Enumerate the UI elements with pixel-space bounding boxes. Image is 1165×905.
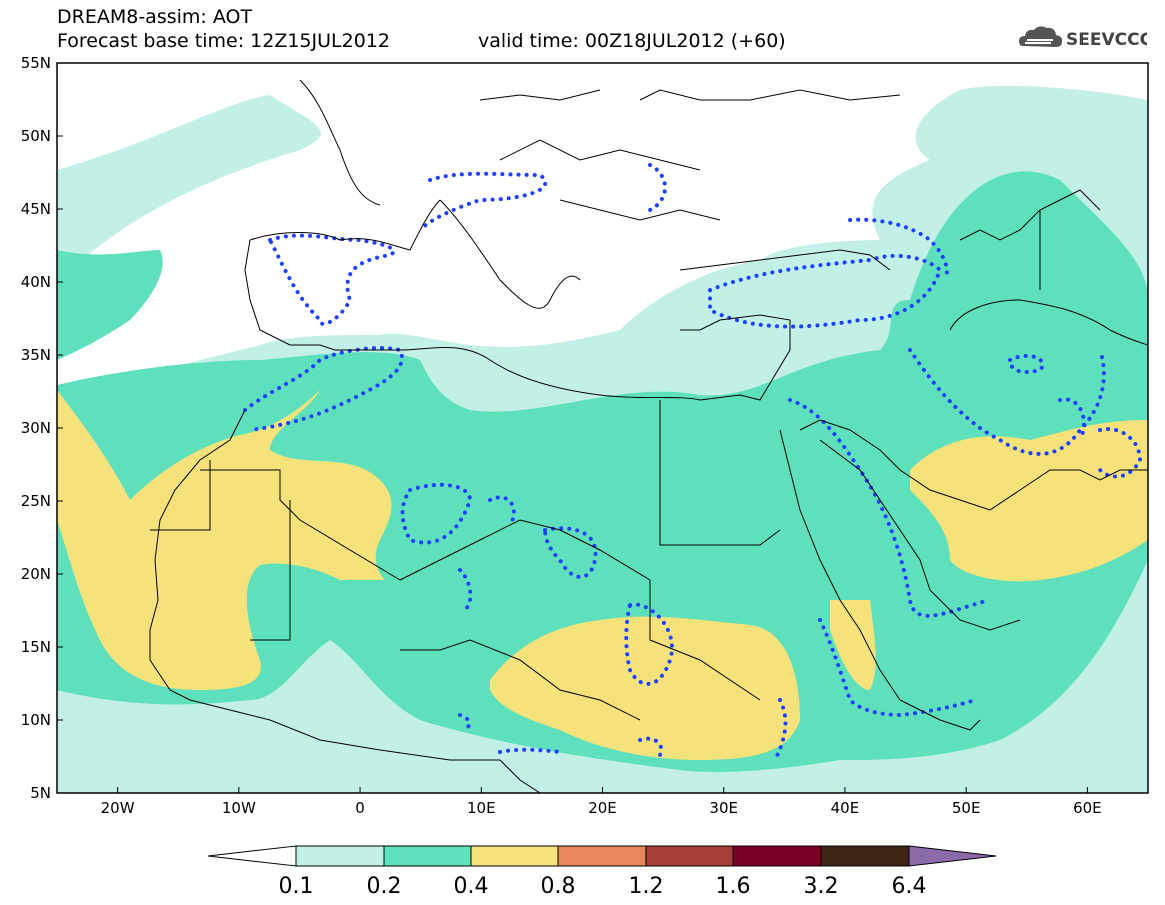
lon-tick-label: 30E <box>709 799 738 817</box>
colorbar-segment-0-1 <box>295 845 385 867</box>
colorbar-segment-1-2 <box>645 845 734 867</box>
colorbar-label: 1.6 <box>716 874 751 899</box>
latitude-axis: 55N 50N 45N 40N 35N 30N 25N 20N 15N 10N 5N <box>21 54 63 802</box>
colorbar-label: 0.4 <box>454 874 489 899</box>
longitude-axis: 20W 10W 0 10E 20E 30E 40E 50E 60E <box>101 787 1102 817</box>
coastlines <box>149 79 1148 793</box>
colorbar-label: 3.2 <box>804 874 839 899</box>
seevccc-logo: SEEVCCC <box>1019 26 1147 50</box>
colorbar-label: 0.2 <box>367 874 402 899</box>
colorbar <box>207 845 997 867</box>
lon-tick-label: 20W <box>101 799 135 817</box>
lat-tick-label: 50N <box>21 127 51 145</box>
lon-tick-label: 10W <box>222 799 256 817</box>
map-field <box>57 63 1148 793</box>
lat-tick-label: 30N <box>21 419 51 437</box>
lat-tick-label: 25N <box>21 492 51 510</box>
lon-tick-label: 0 <box>355 799 365 817</box>
lon-tick-label: 10E <box>467 799 496 817</box>
colorbar-labels: 0.1 0.2 0.4 0.8 1.2 1.6 3.2 6.4 <box>279 874 927 899</box>
lat-tick-label: 20N <box>21 565 51 583</box>
colorbar-label: 1.2 <box>629 874 664 899</box>
lon-tick-label: 60E <box>1073 799 1102 817</box>
colorbar-segment-0-8 <box>557 845 647 867</box>
lat-tick-label: 55N <box>21 54 51 72</box>
colorbar-segment-0-4 <box>470 845 559 867</box>
lat-tick-label: 35N <box>21 346 51 364</box>
lat-tick-label: 40N <box>21 273 51 291</box>
aot-0-2-region <box>57 171 1148 772</box>
colorbar-segment-3-2 <box>820 845 910 867</box>
colorbar-segment-above <box>908 845 997 867</box>
lat-tick-label: 10N <box>21 711 51 729</box>
lon-tick-label: 50E <box>952 799 981 817</box>
colorbar-label: 0.1 <box>279 874 314 899</box>
logo-text: SEEVCCC <box>1066 30 1147 50</box>
lat-tick-label: 45N <box>21 200 51 218</box>
colorbar-label: 6.4 <box>892 874 927 899</box>
colorbar-segment-0-2 <box>383 845 472 867</box>
aot-0-4-region <box>57 390 1148 760</box>
lat-tick-label: 15N <box>21 638 51 656</box>
lon-tick-label: 20E <box>588 799 617 817</box>
colorbar-segment-below <box>207 845 297 867</box>
lat-tick-label: 5N <box>30 784 51 802</box>
map-title: DREAM8-assim: AOT <box>57 6 253 28</box>
forecast-base-time: Forecast base time: 12Z15JUL2012 <box>57 30 390 52</box>
valid-time: valid time: 00Z18JUL2012 (+60) <box>478 30 786 52</box>
colorbar-segment-1-6 <box>732 845 822 867</box>
colorbar-label: 0.8 <box>541 874 576 899</box>
lon-tick-label: 40E <box>831 799 860 817</box>
